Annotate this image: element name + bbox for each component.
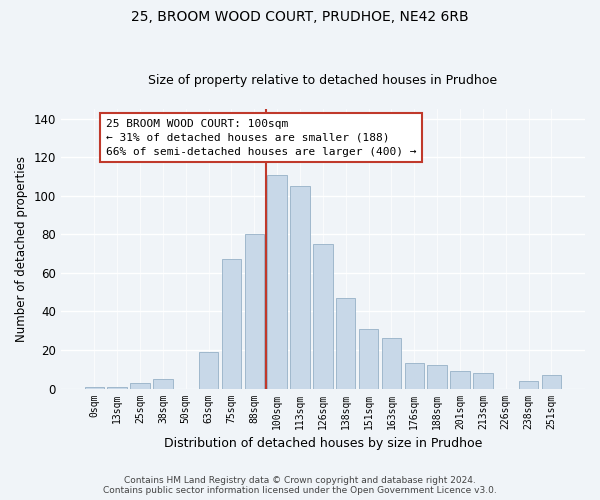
Y-axis label: Number of detached properties: Number of detached properties (15, 156, 28, 342)
Bar (268, 174, 287, 388)
Bar (427, 366, 447, 388)
Bar (336, 298, 355, 388)
Title: Size of property relative to detached houses in Prudhoe: Size of property relative to detached ho… (148, 74, 497, 87)
Bar (542, 375, 561, 388)
Bar (473, 373, 493, 388)
Text: Contains HM Land Registry data © Crown copyright and database right 2024.
Contai: Contains HM Land Registry data © Crown c… (103, 476, 497, 495)
Bar (313, 244, 332, 388)
Bar (404, 364, 424, 388)
Bar (359, 329, 379, 388)
Bar (199, 352, 218, 389)
Bar (290, 186, 310, 388)
Bar (382, 338, 401, 388)
Bar (107, 386, 127, 388)
Bar (222, 260, 241, 388)
Text: 25, BROOM WOOD COURT, PRUDHOE, NE42 6RB: 25, BROOM WOOD COURT, PRUDHOE, NE42 6RB (131, 10, 469, 24)
Bar (245, 234, 264, 388)
Text: 25 BROOM WOOD COURT: 100sqm
← 31% of detached houses are smaller (188)
66% of se: 25 BROOM WOOD COURT: 100sqm ← 31% of det… (106, 118, 416, 156)
X-axis label: Distribution of detached houses by size in Prudhoe: Distribution of detached houses by size … (164, 437, 482, 450)
Bar (130, 383, 150, 388)
Bar (85, 386, 104, 388)
Bar (519, 381, 538, 388)
Bar (451, 371, 470, 388)
Bar (153, 379, 173, 388)
